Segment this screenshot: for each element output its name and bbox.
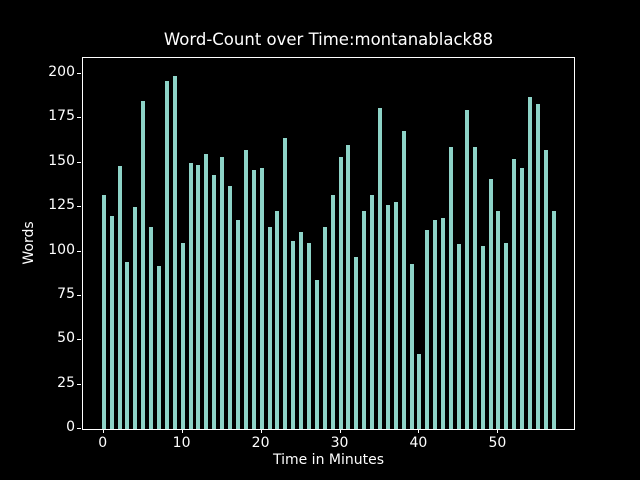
y-tick: [77, 250, 81, 252]
bar-minute-33: [362, 210, 367, 429]
bar-minute-43: [441, 217, 446, 429]
y-tick: [77, 161, 81, 163]
bar-minute-27: [314, 279, 319, 429]
bar-minute-40: [417, 354, 422, 429]
bar-minute-25: [299, 232, 303, 429]
y-tick-label: 0: [66, 419, 75, 435]
bar-minute-0: [101, 194, 106, 429]
x-axis-label: Time in Minutes: [272, 452, 385, 468]
bar-minute-11: [188, 162, 193, 429]
y-tick: [77, 294, 81, 296]
y-tick-label: 200: [48, 64, 75, 80]
bar-minute-4: [133, 207, 138, 429]
bar-minute-28: [322, 226, 327, 429]
bar-minute-50: [496, 210, 501, 429]
x-tick: [339, 429, 341, 433]
y-tick-label: 150: [48, 152, 75, 169]
bar-minute-31: [346, 145, 351, 429]
bar-minute-20: [259, 168, 264, 429]
bar-minute-46: [464, 109, 469, 429]
plot-area: [82, 57, 575, 430]
bar-minute-18: [243, 150, 248, 429]
bar-minute-39: [409, 263, 414, 429]
chart-title: Word-Count over Time:montanablack88: [163, 30, 494, 49]
y-tick-label: 175: [48, 108, 75, 125]
bar-minute-51: [504, 242, 509, 429]
x-tick: [102, 429, 104, 433]
x-tick: [260, 429, 262, 433]
y-tick: [77, 73, 81, 74]
bar-minute-37: [393, 201, 398, 429]
bar-minute-34: [370, 194, 375, 429]
bar-minute-47: [472, 146, 477, 429]
bar-minute-42: [433, 219, 438, 429]
x-tick-label: 20: [251, 435, 270, 451]
bar-minute-45: [456, 244, 461, 429]
bar-minute-10: [180, 242, 185, 429]
bar-minute-5: [141, 100, 146, 429]
x-tick-label: 0: [98, 435, 108, 451]
bar-minute-41: [425, 230, 430, 429]
bar-minute-54: [528, 97, 532, 429]
bar-minute-13: [204, 153, 209, 429]
bar-minute-53: [520, 168, 525, 429]
y-tick-label: 75: [57, 285, 75, 302]
bar-minute-6: [149, 226, 153, 429]
bar-minute-9: [172, 75, 177, 429]
bar-minute-15: [220, 157, 225, 429]
bar-minute-48: [480, 246, 485, 429]
bar-minute-23: [283, 137, 288, 429]
bar-minute-19: [251, 169, 256, 429]
y-tick-label: 50: [57, 330, 75, 347]
x-tick-label: 30: [330, 435, 349, 451]
y-tick: [77, 383, 81, 385]
y-tick: [77, 117, 81, 119]
bar-minute-32: [354, 256, 359, 429]
bar-minute-56: [543, 150, 548, 429]
bar-minute-22: [275, 210, 280, 429]
bar-minute-17: [235, 219, 240, 429]
bar-minute-24: [291, 240, 296, 429]
bar-minute-21: [267, 226, 272, 429]
bar-minute-36: [385, 205, 390, 429]
y-tick-label: 100: [48, 241, 75, 258]
bar-minute-12: [196, 164, 201, 429]
x-tick: [181, 429, 183, 433]
x-tick-label: 10: [172, 435, 191, 451]
y-tick: [77, 206, 81, 208]
x-tick: [418, 429, 420, 433]
x-tick-label: 50: [488, 435, 507, 451]
bar-minute-38: [401, 130, 406, 429]
bar-minute-1: [109, 216, 114, 429]
y-tick-label: 25: [57, 374, 75, 391]
bar-minute-16: [228, 185, 232, 429]
bar-minute-57: [551, 210, 556, 429]
bar-minute-49: [488, 178, 493, 429]
y-tick-label: 125: [48, 197, 75, 214]
bar-minute-35: [378, 107, 382, 429]
bar-minute-14: [212, 175, 217, 429]
bar-minute-8: [164, 81, 169, 429]
y-tick: [77, 339, 81, 341]
x-tick: [497, 429, 499, 433]
bar-minute-55: [535, 104, 540, 429]
x-tick-label: 40: [409, 435, 428, 451]
bar-minute-26: [306, 242, 311, 429]
y-tick: [77, 428, 81, 429]
bar-minute-29: [330, 194, 335, 429]
bar-minute-30: [338, 157, 343, 429]
bar-minute-52: [512, 159, 517, 429]
bar-minute-3: [125, 262, 130, 429]
bar-minute-7: [156, 265, 161, 429]
bar-minute-44: [449, 146, 453, 429]
bar-minute-2: [117, 166, 122, 429]
